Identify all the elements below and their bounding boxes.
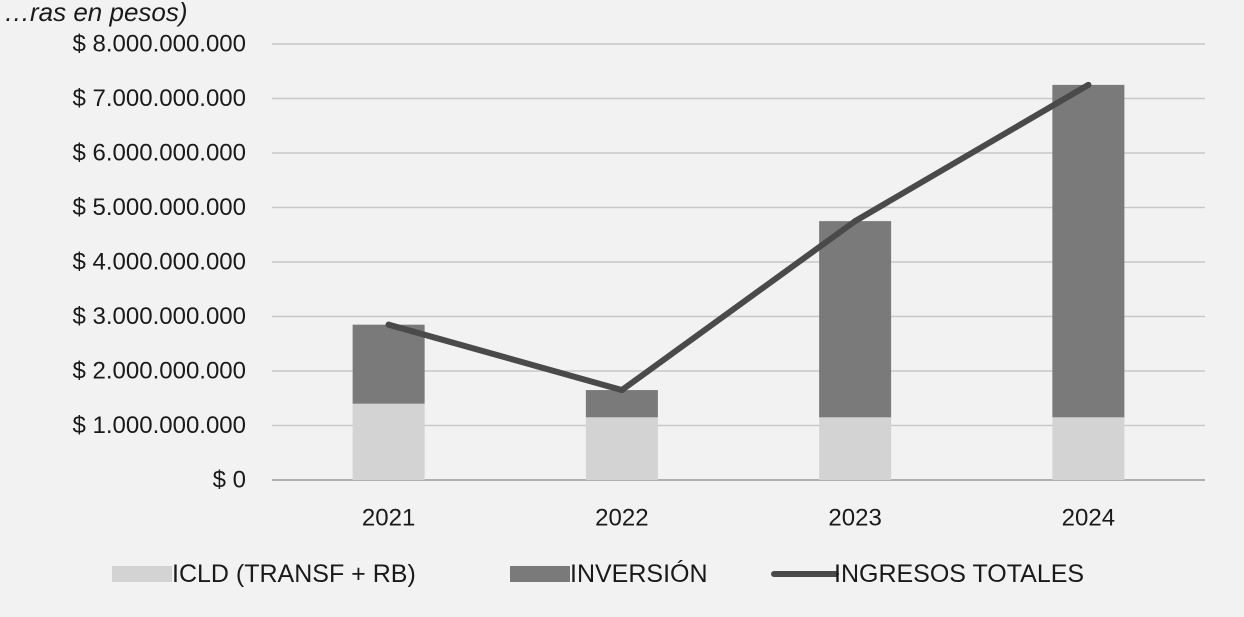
- y-tick-label: $ 1.000.000.000: [73, 412, 247, 439]
- bar-icld-transf-rb: [585, 417, 658, 480]
- chart-subtitle: …ras en pesos): [4, 0, 188, 27]
- x-tick-label: 2023: [828, 505, 881, 532]
- line-ingresos-totales: [385, 81, 1092, 394]
- line-point: [852, 218, 859, 225]
- y-tick-label: $ 0: [213, 467, 246, 494]
- bar-inversi-n: [585, 390, 658, 418]
- x-tick-label: 2024: [1062, 505, 1115, 532]
- legend-swatch: [510, 566, 570, 582]
- bar-inversi-n: [819, 221, 892, 418]
- bar-icld-transf-rb: [352, 403, 425, 480]
- y-tick-label: $ 4.000.000.000: [73, 249, 247, 276]
- legend-label: INVERSIÓN: [570, 559, 708, 588]
- bar-icld-transf-rb: [1052, 417, 1125, 480]
- legend-label: ICLD (TRANSF + RB): [172, 560, 416, 588]
- legend-swatch: [112, 566, 172, 582]
- bar-icld-transf-rb: [819, 417, 892, 480]
- bar-inversi-n: [1052, 84, 1125, 418]
- y-tick-label: $ 5.000.000.000: [73, 194, 247, 221]
- bar-inversi-n: [352, 324, 425, 404]
- x-tick-label: 2022: [595, 505, 648, 532]
- y-tick-label: $ 7.000.000.000: [73, 85, 247, 112]
- legend-label: INGRESOS TOTALES: [834, 560, 1084, 588]
- line-point: [385, 321, 392, 328]
- line-point: [618, 387, 625, 394]
- y-tick-label: $ 2.000.000.000: [73, 358, 247, 385]
- y-tick-label: $ 6.000.000.000: [73, 140, 247, 167]
- line-point: [1085, 81, 1092, 88]
- y-tick-label: $ 8.000.000.000: [73, 31, 247, 58]
- y-tick-label: $ 3.000.000.000: [73, 303, 247, 330]
- x-tick-label: 2021: [362, 505, 415, 532]
